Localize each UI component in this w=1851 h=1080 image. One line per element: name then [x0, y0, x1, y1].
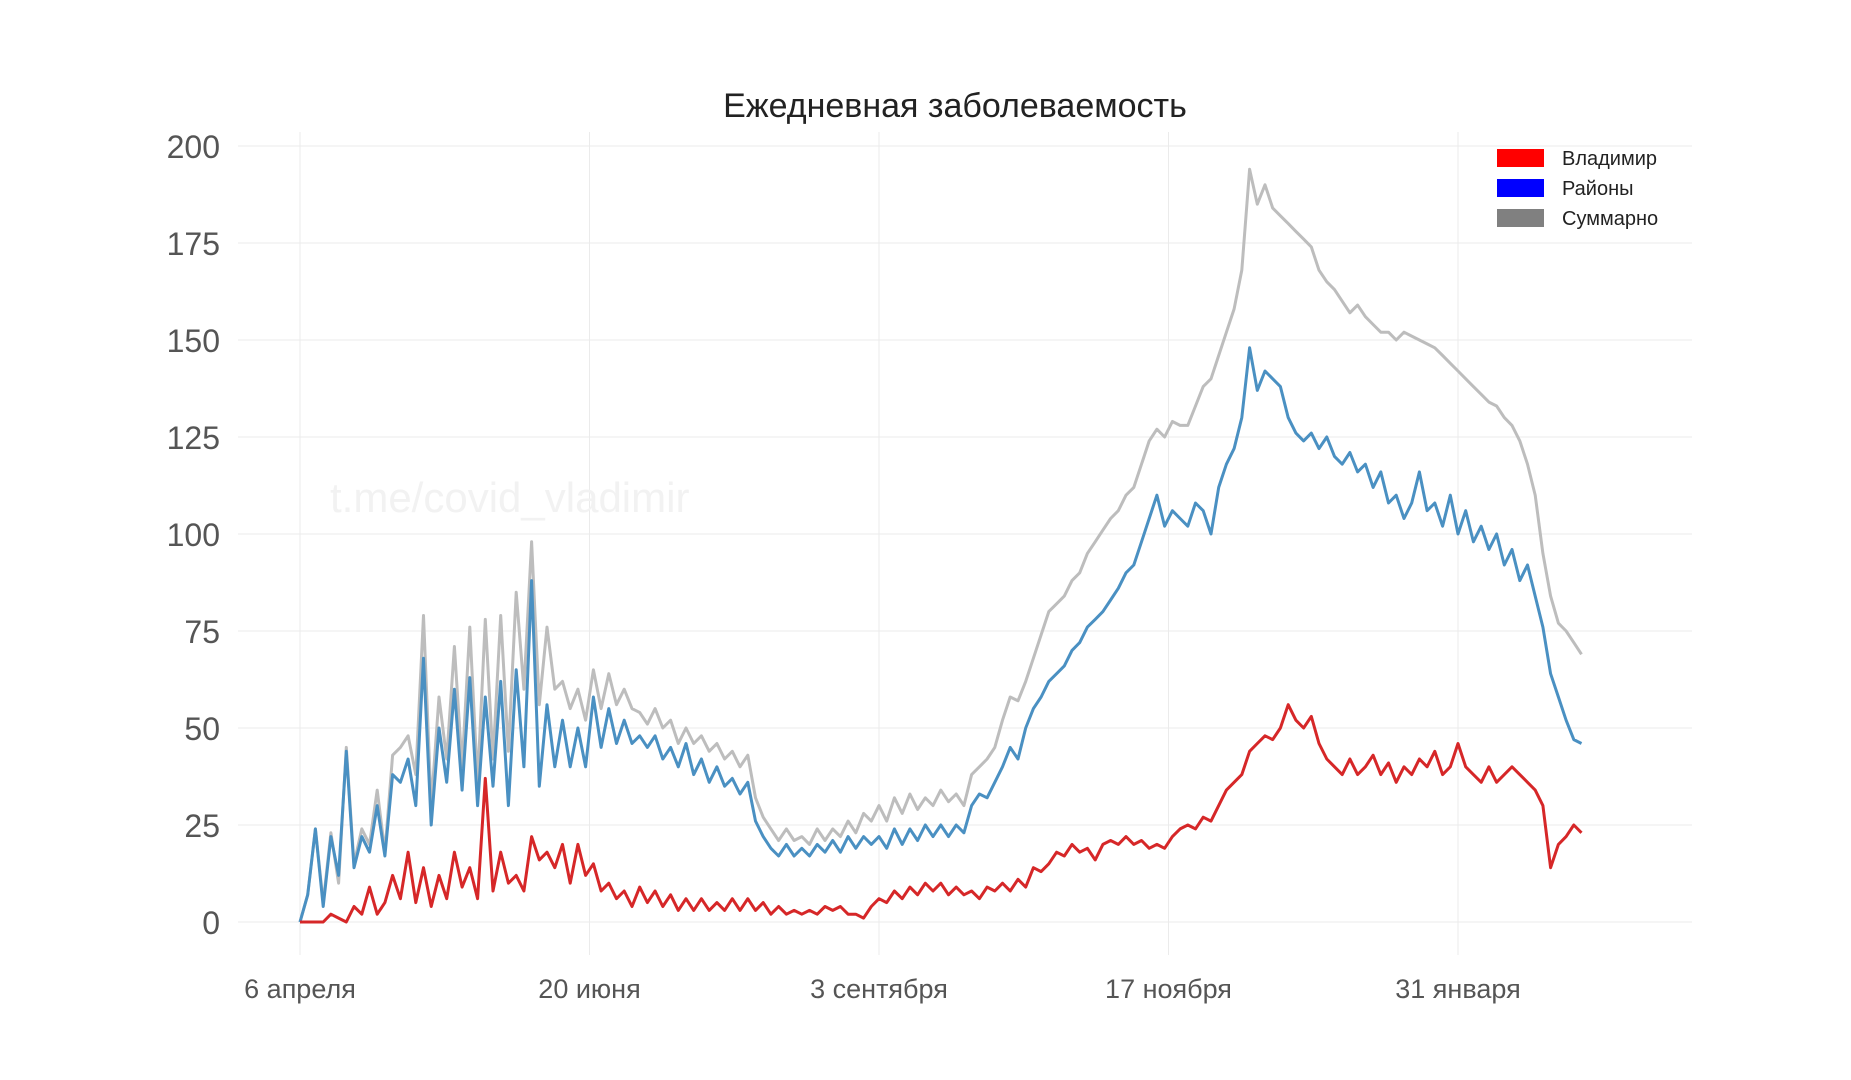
legend-label: Владимир — [1562, 148, 1657, 170]
legend-label: Суммарно — [1562, 208, 1658, 230]
y-tick-label: 100 — [167, 517, 220, 553]
chart-title: Ежедневная заболеваемость — [723, 87, 1187, 125]
x-tick-label: 3 сентября — [810, 974, 948, 1004]
legend-label: Районы — [1562, 178, 1634, 200]
x-axis-ticks: 6 апреля 20 июня 3 сентября 17 ноября 31 янв… — [244, 974, 1521, 1004]
legend-swatch — [1497, 149, 1544, 167]
series-line-3 — [300, 703, 1583, 924]
y-axis-ticks: 0 25 50 75 100 125 150 175 200 — [167, 129, 220, 941]
series-line-2 — [298, 346, 1583, 923]
x-tick-label: 6 апреля — [244, 974, 356, 1004]
x-tick-label: 31 января — [1395, 974, 1520, 1004]
y-tick-label: 200 — [167, 129, 220, 165]
y-tick-label: 175 — [167, 226, 220, 262]
y-tick-label: 125 — [167, 420, 220, 456]
y-tick-label: 75 — [184, 614, 220, 650]
legend: Владимир Районы Суммарно — [1497, 148, 1658, 230]
series-lines — [298, 167, 1583, 924]
y-tick-label: 50 — [184, 711, 220, 747]
legend-swatch — [1497, 179, 1544, 197]
y-tick-label: 150 — [167, 323, 220, 359]
y-tick-label: 25 — [184, 808, 220, 844]
legend-swatch — [1497, 209, 1544, 227]
y-tick-label: 0 — [202, 905, 220, 941]
x-tick-label: 17 ноября — [1105, 974, 1232, 1004]
series-line-1 — [298, 167, 1583, 923]
x-tick-label: 20 июня — [538, 974, 640, 1004]
watermark-text: t.me/covid_vladimir — [330, 474, 689, 521]
